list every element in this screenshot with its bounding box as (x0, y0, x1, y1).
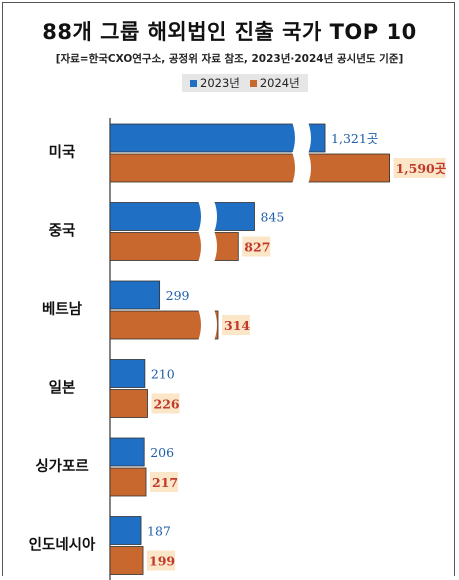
axis-break-gap (198, 309, 217, 341)
bar-2023 (109, 123, 326, 153)
axis-break-gap (292, 122, 311, 154)
data-label-2024: 1,590곳 (396, 161, 447, 176)
bar-2024 (109, 546, 144, 575)
data-label-2024: 199 (149, 554, 175, 569)
bar-2024 (109, 389, 148, 418)
bar-2023 (109, 202, 255, 231)
data-label-bg (393, 158, 446, 178)
bar-2024 (109, 232, 239, 261)
legend-swatch-2023 (190, 79, 197, 87)
category-label: 인도네시아 (29, 536, 96, 554)
bar-2024 (109, 467, 147, 497)
bar-2023 (109, 280, 161, 310)
data-label-bg (147, 550, 176, 571)
legend-item-2023: 2023년 (190, 75, 240, 91)
data-label-2024: 226 (154, 397, 180, 412)
legend-swatch-2024 (249, 79, 257, 87)
bar-2023 (109, 359, 146, 388)
data-label-bg (242, 236, 271, 257)
bar-2024 (109, 153, 391, 183)
data-label-bg (151, 393, 180, 414)
bar-2023 (109, 437, 145, 467)
chart-title: 88개 그룹 해외법인 진출 국가 TOP 10 (42, 20, 417, 44)
chart-legend: 2023년 2024년 (182, 74, 308, 92)
data-label-2023: 206 (150, 445, 174, 460)
data-label-2024: 217 (152, 475, 178, 490)
data-label-2023: 210 (151, 367, 175, 382)
category-label: 중국 (49, 223, 76, 240)
category-label: 일본 (49, 380, 76, 397)
category-label: 미국 (49, 144, 76, 161)
category-label: 싱가포르 (35, 458, 88, 475)
legend-label-2023: 2023년 (200, 76, 240, 90)
data-label-bg (150, 472, 179, 492)
data-label-2024: 314 (224, 318, 250, 333)
legend-label-2024: 2024년 (259, 76, 300, 90)
axis-break-gap (198, 200, 217, 233)
data-label-2023: 187 (147, 524, 171, 539)
data-label-bg (222, 315, 250, 335)
axis-break-gap (292, 152, 311, 184)
bar-2023 (109, 516, 142, 545)
data-label-2023: 299 (166, 288, 190, 303)
data-label-2024: 827 (244, 240, 270, 255)
data-label-2023: 845 (261, 210, 285, 225)
axis-break-gap (198, 230, 217, 263)
category-label: 베트남 (42, 301, 83, 318)
legend-item-2024: 2024년 (249, 75, 300, 91)
chart-frame (2, 2, 455, 576)
chart-subtitle: [자료=한국CXO연구소, 공정위 자료 참조, 2023년·2024년 공시년… (55, 53, 404, 65)
data-label-2023: 1,321곳 (331, 131, 378, 146)
